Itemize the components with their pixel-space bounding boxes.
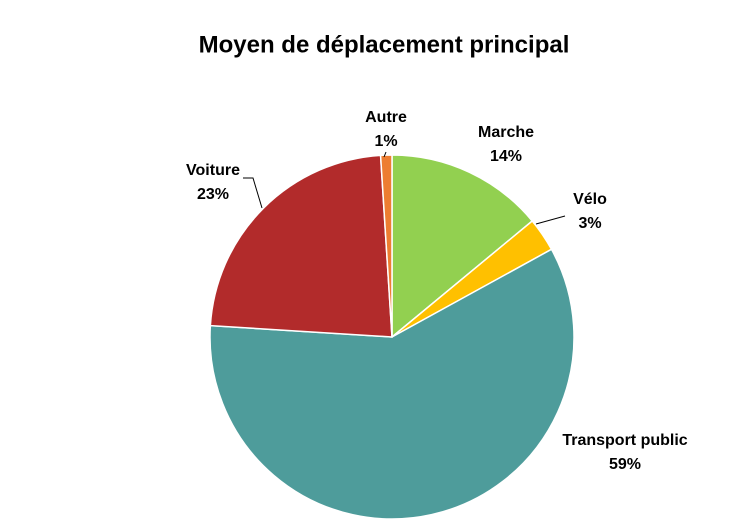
leader-line <box>535 215 566 225</box>
pie-slice <box>379 154 393 338</box>
value-label: 59% <box>609 456 641 473</box>
slice-label: Transport public <box>562 432 687 449</box>
leader-line <box>243 177 263 209</box>
pie-slice <box>209 248 575 520</box>
value-label: 14% <box>490 148 522 165</box>
slice-label: Vélo <box>573 191 607 208</box>
value-label: 3% <box>578 215 601 232</box>
value-label: 1% <box>374 133 397 150</box>
chart-title: Moyen de déplacement principal <box>199 31 570 58</box>
slice-label: Autre <box>365 109 407 126</box>
slice-label: Voiture <box>186 162 240 179</box>
pie-slice <box>209 154 393 338</box>
value-label: 23% <box>197 186 229 203</box>
pie-slice <box>391 154 534 339</box>
leader-line <box>383 151 387 158</box>
slice-label: Marche <box>478 124 534 141</box>
